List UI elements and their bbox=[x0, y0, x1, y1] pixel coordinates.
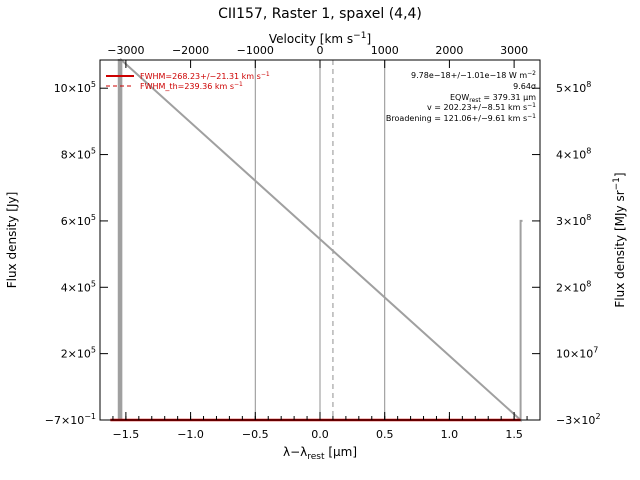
chart-title: CII157, Raster 1, spaxel (4,4) bbox=[218, 6, 422, 22]
y2-tick-label: −3×102 bbox=[556, 412, 601, 427]
y2-tick-label: 4×108 bbox=[556, 147, 591, 162]
x2-tick-label: 1000 bbox=[371, 44, 399, 57]
y-tick-label: 4×105 bbox=[61, 279, 96, 294]
y2-tick-label: 10×107 bbox=[556, 346, 598, 361]
x2-tick-label: 2000 bbox=[435, 44, 463, 57]
x-tick-label: −0.5 bbox=[242, 428, 269, 441]
axis-ticks: −1.5 −1.0 −0.5 0.0 0.5 1.0 1.5 −3000 −2000 −1000 0… bbox=[45, 44, 601, 441]
y-tick-label: 2×105 bbox=[61, 346, 96, 361]
y2-tick-label: 5×108 bbox=[556, 80, 591, 95]
annotation-eqw: EQWrest = 379.31 μm bbox=[450, 93, 536, 104]
legend-entry-fwhm-th: FWHM_th=239.36 km s−1 bbox=[140, 81, 243, 91]
fit-annotations: 9.78e−18+/−1.01e−18 W m−2 9.64σ EQWrest … bbox=[386, 70, 536, 123]
x-tick-label: 0.5 bbox=[376, 428, 394, 441]
x2-tick-label: 0 bbox=[317, 44, 324, 57]
x-tick-label: 1.5 bbox=[505, 428, 523, 441]
bottom-axis-label: λ−λrest [μm] bbox=[283, 445, 357, 462]
y2-tick-label: 2×108 bbox=[556, 279, 591, 294]
y-tick-label: 8×105 bbox=[61, 147, 96, 162]
y-tick-label: 10×105 bbox=[54, 80, 96, 95]
y-tick-label: −7×10−1 bbox=[45, 412, 96, 427]
x2-tick-label: −1000 bbox=[237, 44, 274, 57]
x-tick-label: 0.0 bbox=[311, 428, 329, 441]
annotation-velocity: v = 202.23+/−8.51 km s−1 bbox=[427, 102, 536, 112]
legend: FWHM=268.23+/−21.31 km s−1 FWHM_th=239.3… bbox=[106, 71, 270, 91]
right-axis-label: Flux density [MJy sr−1] bbox=[612, 172, 627, 307]
x2-tick-label: 3000 bbox=[500, 44, 528, 57]
x-tick-label: −1.0 bbox=[177, 428, 204, 441]
left-axis-label: Flux density [Jy] bbox=[5, 192, 19, 289]
x-tick-label: 1.0 bbox=[441, 428, 459, 441]
x2-tick-label: −2000 bbox=[172, 44, 209, 57]
annotation-broadening: Broadening = 121.06+/−9.61 km s−1 bbox=[386, 113, 536, 123]
top-axis-label: Velocity [km s−1] bbox=[269, 31, 371, 46]
plot-frame bbox=[99, 59, 541, 421]
y-tick-label: 6×105 bbox=[61, 213, 96, 228]
x2-tick-label: −3000 bbox=[107, 44, 144, 57]
annotation-significance: 9.64σ bbox=[513, 82, 536, 91]
x-tick-label: −1.5 bbox=[113, 428, 140, 441]
y2-tick-label: 3×108 bbox=[556, 213, 591, 228]
legend-entry-fwhm: FWHM=268.23+/−21.31 km s−1 bbox=[140, 71, 270, 81]
annotation-line-flux: 9.78e−18+/−1.01e−18 W m−2 bbox=[411, 70, 536, 80]
